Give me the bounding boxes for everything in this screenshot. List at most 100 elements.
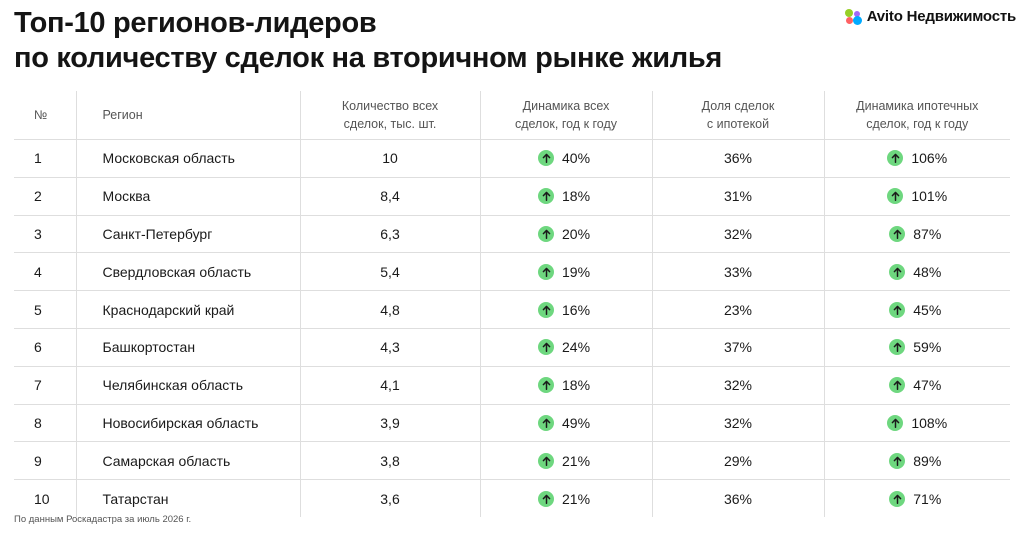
cell-dynamics: 24% xyxy=(479,327,652,367)
arrow-up-icon xyxy=(889,377,906,394)
header-region: Регион xyxy=(75,91,300,140)
cell-dynamics: 40% xyxy=(479,139,652,178)
arrow-up-icon xyxy=(538,263,554,280)
arrow-up-icon xyxy=(889,490,906,507)
table-body: 1 Московская область 10 40% 36% 106% 2 Москва 8,… xyxy=(14,139,1010,517)
cell-region: Московская область xyxy=(75,139,300,178)
cell-dynamics: 20% xyxy=(479,214,652,253)
regions-table-container: № Регион Количество всех сделок, тыс. шт.… xyxy=(14,91,1010,517)
cell-num: 3 xyxy=(14,214,76,253)
cell-dynamics: 19% xyxy=(479,252,652,291)
arrow-up-icon xyxy=(538,490,554,507)
mortgage-dynamics-value: 87% xyxy=(913,225,942,242)
cell-mortgage-dynamics: 108% xyxy=(823,403,1010,442)
cell-deals: 4,1 xyxy=(299,365,480,405)
cell-mortgage-dynamics: 59% xyxy=(823,327,1010,367)
cell-mortgage-share: 32% xyxy=(651,214,824,253)
cell-dynamics: 49% xyxy=(479,403,652,442)
arrow-up-icon xyxy=(538,150,554,167)
header-num: № xyxy=(34,108,48,122)
cell-deals: 6,3 xyxy=(299,214,480,253)
title-line-2: по количеству сделок на вторичном рынке … xyxy=(14,42,723,74)
cell-mortgage-dynamics: 106% xyxy=(823,139,1010,178)
cell-num: 9 xyxy=(14,441,76,480)
arrow-up-icon xyxy=(887,150,904,167)
arrow-up-icon xyxy=(538,301,554,318)
cell-mortgage-dynamics: 89% xyxy=(823,441,1010,480)
cell-num: 2 xyxy=(14,176,76,216)
dynamics-value: 18% xyxy=(562,188,591,205)
cell-mortgage-share: 37% xyxy=(651,327,824,367)
cell-region: Татарстан xyxy=(75,479,300,517)
cell-mortgage-share: 32% xyxy=(651,403,824,442)
cell-dynamics: 18% xyxy=(479,176,652,216)
cell-mortgage-dynamics: 87% xyxy=(823,214,1010,253)
avito-logo: Avito Недвижимость xyxy=(844,8,1016,25)
dynamics-value: 19% xyxy=(562,263,591,280)
page-title: Топ-10 регионов-лидеров по количеству сд… xyxy=(14,6,722,76)
arrow-up-icon xyxy=(538,339,554,356)
cell-region: Башкортостан xyxy=(75,327,300,367)
table-row: 2 Москва 8,4 18% 31% 101% xyxy=(14,176,1010,216)
cell-dynamics: 16% xyxy=(479,290,652,329)
arrow-up-icon xyxy=(538,377,554,394)
mortgage-dynamics-value: 47% xyxy=(913,377,942,394)
logo-dot-blue xyxy=(852,15,862,25)
cell-num: 5 xyxy=(14,290,76,329)
mortgage-dynamics-value: 108% xyxy=(911,414,948,431)
table-row: 6 Башкортостан 4,3 24% 37% 59% xyxy=(14,327,1010,367)
cell-deals: 5,4 xyxy=(299,252,480,291)
table-row: 5 Краснодарский край 4,8 16% 23% 45% xyxy=(14,290,1010,329)
dynamics-value: 20% xyxy=(562,225,591,242)
cell-region: Челябинская область xyxy=(75,365,300,405)
logo-dot-red xyxy=(845,16,853,24)
cell-region: Новосибирская область xyxy=(75,403,300,442)
dynamics-value: 21% xyxy=(562,490,591,507)
table-row: 8 Новосибирская область 3,9 49% 32% 108% xyxy=(14,403,1010,442)
mortgage-dynamics-value: 71% xyxy=(913,490,942,507)
arrow-up-icon xyxy=(889,452,906,469)
cell-mortgage-share: 36% xyxy=(651,139,824,178)
table-header-row: № Регион Количество всех сделок, тыс. шт.… xyxy=(14,91,1010,140)
arrow-up-icon xyxy=(889,339,906,356)
cell-num: 7 xyxy=(14,365,76,405)
table-row: 4 Свердловская область 5,4 19% 33% 48% xyxy=(14,252,1010,291)
table-row: 9 Самарская область 3,8 21% 29% 89% xyxy=(14,441,1010,480)
cell-mortgage-dynamics: 71% xyxy=(823,479,1010,517)
arrow-up-icon xyxy=(889,301,906,318)
cell-deals: 8,4 xyxy=(299,176,480,216)
table-row: 7 Челябинская область 4,1 18% 32% 47% xyxy=(14,365,1010,405)
cell-mortgage-share: 32% xyxy=(651,365,824,405)
cell-mortgage-dynamics: 45% xyxy=(823,290,1010,329)
cell-deals: 10 xyxy=(299,139,480,178)
logo-dot-purple xyxy=(853,10,860,17)
cell-region: Москва xyxy=(75,176,300,216)
mortgage-dynamics-value: 106% xyxy=(911,150,948,167)
arrow-up-icon xyxy=(538,414,554,431)
cell-deals: 4,8 xyxy=(299,290,480,329)
cell-mortgage-dynamics: 48% xyxy=(823,252,1010,291)
cell-num: 8 xyxy=(14,403,76,442)
dynamics-value: 16% xyxy=(562,301,591,318)
header-mortgage-share: Доля сделок с ипотекой xyxy=(651,91,824,140)
dynamics-value: 40% xyxy=(562,150,591,167)
table-row: 1 Московская область 10 40% 36% 106% xyxy=(14,139,1010,178)
arrow-up-icon xyxy=(889,263,906,280)
mortgage-dynamics-value: 101% xyxy=(911,188,948,205)
mortgage-dynamics-value: 89% xyxy=(913,452,942,469)
cell-region: Свердловская область xyxy=(75,252,300,291)
regions-table: № Регион Количество всех сделок, тыс. шт.… xyxy=(14,91,1010,517)
source-footnote: По данным Роскадастра за июль 2026 г. xyxy=(14,514,192,525)
arrow-up-icon xyxy=(887,188,904,205)
cell-num: 4 xyxy=(14,252,76,291)
dynamics-value: 21% xyxy=(562,452,591,469)
cell-region: Самарская область xyxy=(75,441,300,480)
table-row: 3 Санкт-Петербург 6,3 20% 32% 87% xyxy=(14,214,1010,253)
brand-name: Avito Недвижимость xyxy=(866,8,1016,25)
mortgage-dynamics-value: 59% xyxy=(913,339,942,356)
dynamics-value: 18% xyxy=(562,377,591,394)
logo-dot-green xyxy=(844,8,853,17)
cell-deals: 3,6 xyxy=(299,479,480,517)
cell-num: 10 xyxy=(14,479,76,517)
mortgage-dynamics-value: 48% xyxy=(913,263,942,280)
